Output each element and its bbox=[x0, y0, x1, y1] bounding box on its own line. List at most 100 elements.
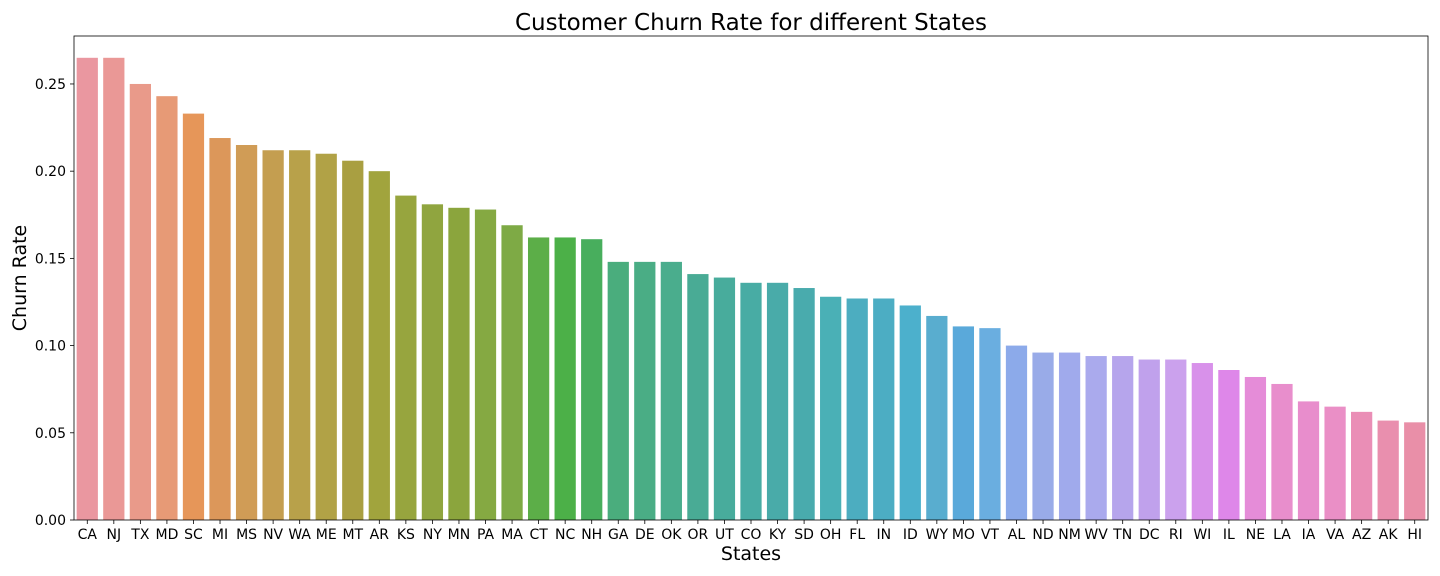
x-tick-label: ND bbox=[1032, 527, 1053, 543]
x-tick-label: NY bbox=[423, 527, 442, 543]
y-tick-label: 0.05 bbox=[35, 426, 66, 442]
x-tick-label: MS bbox=[236, 527, 257, 543]
bar-sc bbox=[182, 113, 205, 521]
bar-ri bbox=[1165, 359, 1187, 520]
x-tick-label: WY bbox=[926, 527, 949, 543]
x-tick-label: ID bbox=[903, 527, 918, 543]
x-tick-label: RI bbox=[1169, 527, 1183, 543]
x-tick-label: AR bbox=[370, 527, 390, 543]
x-tick-label: NC bbox=[555, 527, 575, 543]
y-tick-label: 0.00 bbox=[35, 513, 66, 529]
x-tick-label: MN bbox=[448, 527, 471, 543]
x-tick-label: NM bbox=[1058, 527, 1081, 543]
bar-vt bbox=[979, 328, 1001, 520]
y-tick-label: 0.20 bbox=[35, 164, 66, 180]
x-tick-label: WV bbox=[1084, 527, 1108, 543]
bar-mo bbox=[952, 326, 975, 520]
bar-ak bbox=[1377, 420, 1399, 520]
bar-dc bbox=[1138, 359, 1160, 520]
bar-de bbox=[634, 261, 656, 520]
bar-ct bbox=[527, 237, 550, 520]
x-tick-label: AL bbox=[1008, 527, 1026, 543]
bar-pa bbox=[474, 209, 497, 521]
x-tick-label: MO bbox=[952, 527, 975, 543]
x-tick-label: NH bbox=[581, 527, 602, 543]
bar-hi bbox=[1404, 422, 1426, 520]
x-tick-label: CT bbox=[529, 527, 548, 543]
x-tick-label: KS bbox=[397, 527, 415, 543]
x-tick-label: WI bbox=[1193, 527, 1211, 543]
x-tick-label: OR bbox=[688, 527, 709, 543]
x-tick-label: MI bbox=[212, 527, 228, 543]
x-tick-label: IL bbox=[1223, 527, 1235, 543]
bar-nj bbox=[103, 57, 125, 521]
bar-ms bbox=[235, 145, 258, 520]
bar-md bbox=[156, 96, 178, 521]
bar-nd bbox=[1032, 352, 1054, 520]
y-axis: 0.00 0.05 0.10 0.15 0.20 0.25 bbox=[35, 77, 74, 529]
chart-title: Customer Churn Rate for different States bbox=[515, 10, 987, 36]
x-tick-label: NJ bbox=[107, 527, 122, 543]
x-tick-label: IA bbox=[1302, 527, 1316, 543]
x-axis: CA NJ TX MD SC MI MS NV WA ME MT AR KS NY MN PA MA CT NC NH… bbox=[78, 520, 1422, 543]
bar-ky bbox=[766, 282, 789, 520]
x-tick-label: AZ bbox=[1352, 527, 1371, 543]
x-tick-label: WA bbox=[288, 527, 311, 543]
x-tick-label: VT bbox=[981, 527, 1000, 543]
x-tick-label: IN bbox=[876, 527, 891, 543]
bar-wv bbox=[1085, 356, 1107, 520]
x-tick-label: CO bbox=[741, 527, 762, 543]
x-tick-label: FL bbox=[849, 527, 865, 543]
bars-group bbox=[76, 57, 1426, 521]
x-tick-label: KY bbox=[769, 527, 787, 543]
x-tick-label: MD bbox=[155, 527, 178, 543]
bar-tx bbox=[129, 83, 151, 521]
bar-id bbox=[899, 305, 921, 520]
x-tick-label: HI bbox=[1407, 527, 1422, 543]
x-tick-label: NE bbox=[1246, 527, 1265, 543]
bar-la bbox=[1271, 383, 1293, 520]
x-tick-label: DE bbox=[635, 527, 655, 543]
bar-fl bbox=[846, 298, 868, 520]
x-tick-label: ME bbox=[316, 527, 337, 543]
bar-nc bbox=[554, 237, 576, 520]
bar-wa bbox=[289, 150, 311, 521]
bar-ok bbox=[660, 261, 682, 520]
bar-nm bbox=[1058, 352, 1081, 520]
bar-me bbox=[315, 153, 337, 521]
x-tick-label: GA bbox=[608, 527, 629, 543]
bar-mn bbox=[448, 207, 470, 521]
bar-sd bbox=[793, 288, 815, 520]
x-tick-label: MA bbox=[501, 527, 523, 543]
x-tick-label: SD bbox=[794, 527, 814, 543]
y-tick-label: 0.15 bbox=[35, 251, 66, 267]
bar-mi bbox=[209, 138, 231, 520]
x-tick-label: LA bbox=[1273, 527, 1291, 543]
bar-ny bbox=[421, 204, 444, 520]
bar-wy bbox=[926, 315, 948, 520]
bar-al bbox=[1005, 345, 1028, 520]
bar-az bbox=[1351, 411, 1373, 520]
y-tick-label: 0.10 bbox=[35, 339, 66, 355]
bar-co bbox=[740, 282, 762, 520]
bar-in bbox=[873, 298, 895, 520]
bar-ks bbox=[395, 195, 417, 520]
x-tick-label: CA bbox=[78, 527, 98, 543]
bar-mt bbox=[342, 160, 364, 520]
bar-ma bbox=[501, 225, 523, 521]
x-tick-label: AK bbox=[1379, 527, 1399, 543]
bar-tn bbox=[1112, 356, 1134, 520]
bar-va bbox=[1324, 406, 1346, 520]
x-tick-label: OH bbox=[820, 527, 842, 543]
x-tick-label: MT bbox=[342, 527, 363, 543]
bar-nv bbox=[262, 150, 284, 521]
x-tick-label: TN bbox=[1112, 527, 1132, 543]
bar-wi bbox=[1191, 363, 1213, 520]
x-tick-label: SC bbox=[184, 527, 203, 543]
bar-ga bbox=[607, 261, 629, 520]
bar-or bbox=[687, 274, 709, 520]
bar-ca bbox=[76, 57, 98, 521]
bar-nh bbox=[581, 239, 603, 520]
